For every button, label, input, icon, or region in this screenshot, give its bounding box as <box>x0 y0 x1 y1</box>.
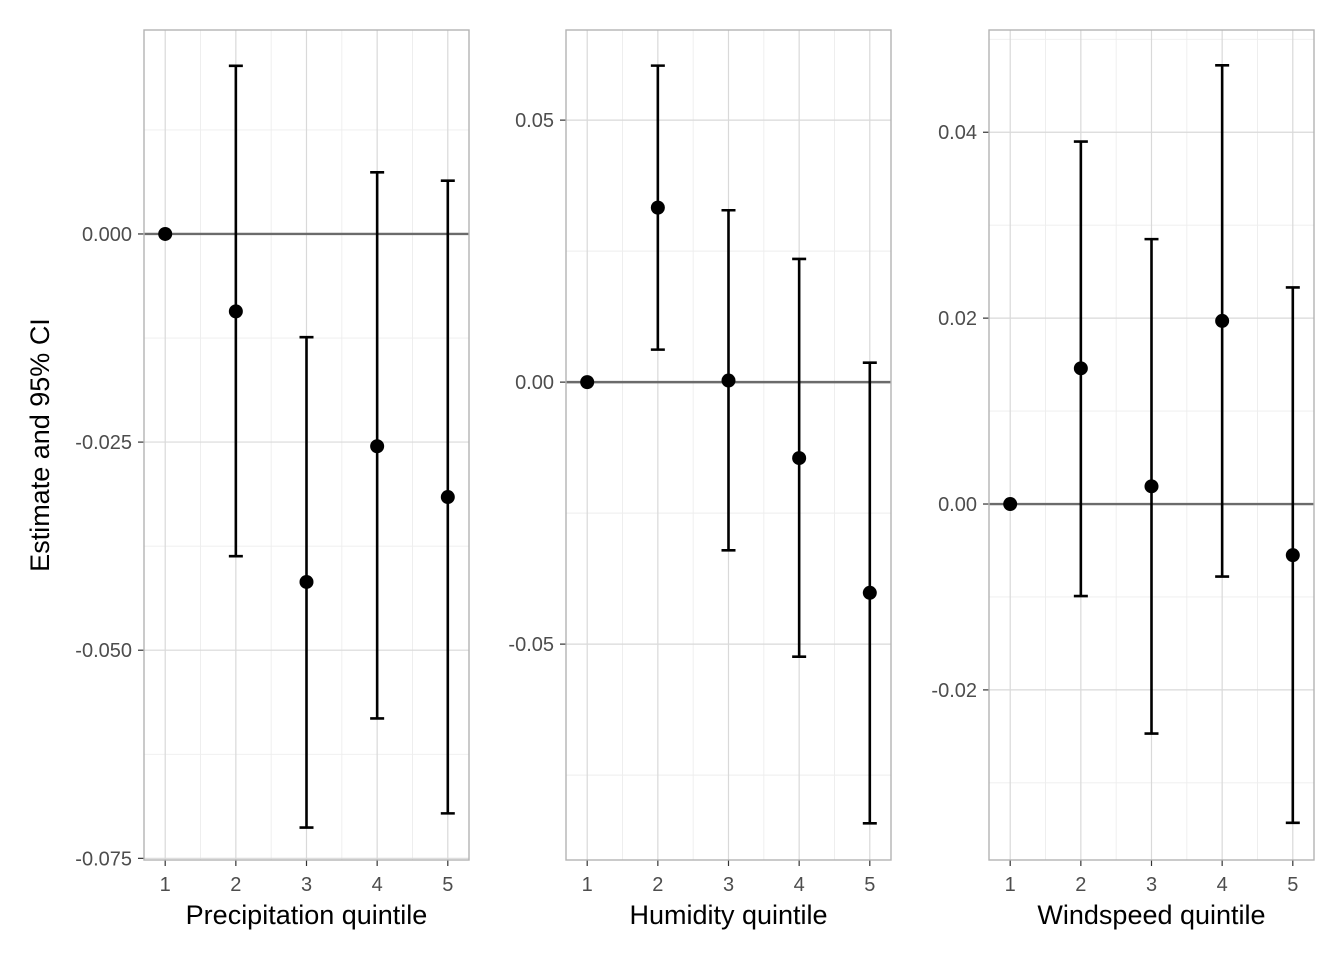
y-tick-label: -0.025 <box>75 432 132 454</box>
x-tick-label: 5 <box>1287 874 1298 896</box>
panel-border <box>565 29 892 861</box>
estimate-point <box>1215 313 1230 328</box>
x-axis-title: Humidity quintile <box>629 900 827 930</box>
x-axis-title: Precipitation quintile <box>186 900 428 930</box>
panel-3: 1 2 3 4 5 0.04 0.02 0.00 -0.02 Windspeed quintile <box>931 29 1315 930</box>
x-tick-label: 1 <box>1005 874 1016 896</box>
y-axis-title: Estimate and 95% CI <box>25 318 55 572</box>
estimate-point <box>862 585 877 600</box>
estimate-point <box>1144 479 1159 494</box>
x-axis-title: Windspeed quintile <box>1037 900 1265 930</box>
x-tick-label: 4 <box>794 874 805 896</box>
estimate-point <box>580 375 595 390</box>
estimate-point <box>370 439 385 454</box>
estimate-point <box>1285 548 1300 563</box>
estimate-point <box>1073 361 1088 376</box>
estimate-point <box>1003 497 1018 512</box>
panel-border <box>143 29 470 861</box>
y-tick-label: 0.00 <box>515 372 554 394</box>
x-tick-label: 2 <box>230 874 241 896</box>
x-tick-label: 3 <box>1146 874 1157 896</box>
y-tick-label: 0.04 <box>938 122 977 144</box>
y-tick-label: -0.05 <box>508 634 554 656</box>
x-tick-label: 2 <box>1075 874 1086 896</box>
x-tick-label: 4 <box>372 874 383 896</box>
estimate-point <box>440 490 455 505</box>
x-tick-label: 3 <box>723 874 734 896</box>
y-tick-label: 0.00 <box>938 494 977 516</box>
estimate-point <box>650 200 665 215</box>
panel-border <box>988 29 1315 861</box>
x-tick-label: 4 <box>1217 874 1228 896</box>
estimate-point <box>792 451 807 466</box>
x-tick-label: 5 <box>864 874 875 896</box>
panels: 1 2 3 4 50.000-0.025-0.050-0.075Precipitatio… <box>75 29 1315 930</box>
y-tick-label: -0.075 <box>75 848 132 870</box>
x-tick-label: 2 <box>652 874 663 896</box>
y-tick-label: -0.050 <box>75 640 132 662</box>
y-tick-label: 0.000 <box>82 224 132 246</box>
panel-2: 1 2 3 4 5 0.05 0.00 -0.05 Humidity quintile <box>508 29 892 930</box>
y-tick-label: 0.02 <box>938 308 977 330</box>
y-tick-label: -0.02 <box>931 680 977 702</box>
estimate-point <box>299 574 314 589</box>
y-tick-label: 0.05 <box>515 110 554 132</box>
x-tick-label: 1 <box>582 874 593 896</box>
x-tick-label: 3 <box>301 874 312 896</box>
x-tick-label: 1 <box>160 874 171 896</box>
estimate-point <box>721 373 736 388</box>
x-tick-label: 5 <box>442 874 453 896</box>
estimate-point <box>228 304 243 319</box>
estimate-point <box>158 226 173 241</box>
panel-1: 1 2 3 4 5 0.000 -0.025 -0.050 -0.075 Precipitatio… <box>75 29 470 930</box>
